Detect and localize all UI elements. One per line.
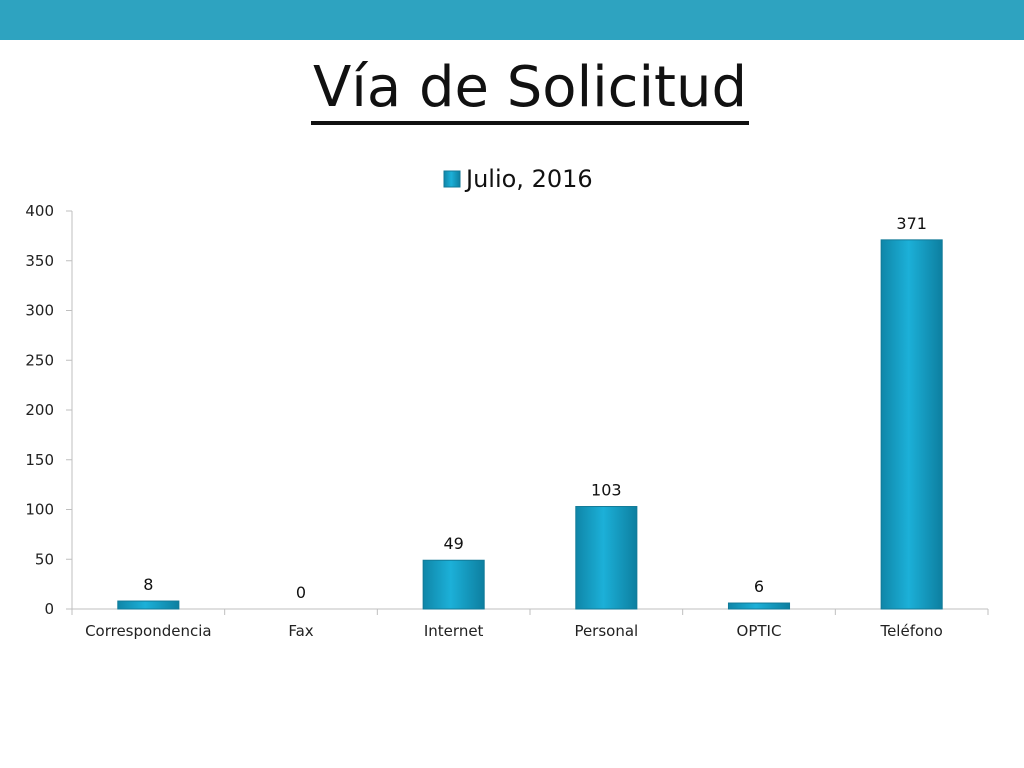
y-tick-label: 200 <box>25 401 54 419</box>
y-tick-label: 150 <box>25 451 54 469</box>
y-tick-label: 50 <box>35 550 54 568</box>
y-tick-label: 0 <box>44 600 54 618</box>
legend-swatch <box>443 170 461 188</box>
slide-title-text: Vía de Solicitud <box>310 55 750 125</box>
data-label: 49 <box>443 534 463 553</box>
y-tick-label: 350 <box>25 252 54 270</box>
x-tick-label: Fax <box>288 622 313 640</box>
data-label: 0 <box>296 583 306 602</box>
y-tick-label: 100 <box>25 501 54 519</box>
y-tick-label: 400 <box>25 202 54 220</box>
bar <box>575 506 638 610</box>
bar <box>727 602 791 610</box>
data-label: 103 <box>591 481 622 500</box>
chart-bars <box>117 239 943 610</box>
bar <box>422 559 485 610</box>
y-tick-label: 300 <box>25 302 54 320</box>
x-tick-label: OPTIC <box>737 622 782 640</box>
chart-legend: Julio, 2016 <box>443 165 593 193</box>
legend-label: Julio, 2016 <box>464 165 593 193</box>
x-tick-label: Correspondencia <box>85 622 212 640</box>
slide-title: Vía de Solicitud <box>0 50 1024 126</box>
bar <box>880 239 943 610</box>
y-tick-label: 250 <box>25 351 54 369</box>
top-accent-bar <box>0 0 1024 40</box>
data-label: 8 <box>143 575 153 594</box>
x-tick-label: Personal <box>574 622 638 640</box>
data-label: 6 <box>754 577 764 596</box>
bar <box>117 600 180 610</box>
bar-chart: Julio, 2016 0 50 100 150 200 250 300 350 400 Corr… <box>25 165 989 640</box>
x-tick-label: Internet <box>424 622 484 640</box>
chart-axes: 0 50 100 150 200 250 300 350 400 Correspondencia F… <box>25 202 989 640</box>
data-label: 371 <box>896 214 927 233</box>
chart-data-labels: 8 0 49 103 6 371 <box>143 214 927 602</box>
x-tick-label: Teléfono <box>879 622 942 640</box>
